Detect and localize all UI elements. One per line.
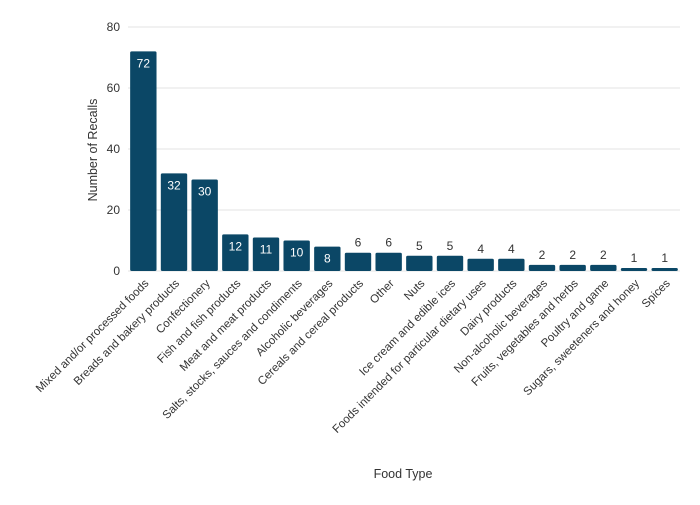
data-label: 5	[416, 239, 423, 253]
bar	[222, 234, 249, 271]
bar	[498, 258, 525, 271]
data-label: 6	[355, 236, 362, 250]
x-tick-label: Spices	[640, 277, 673, 310]
bar	[559, 264, 586, 271]
data-label: 8	[324, 252, 331, 266]
x-tick-label: Mixed and/or processed foods	[34, 277, 152, 395]
bar	[130, 51, 157, 272]
bar	[406, 255, 433, 271]
x-tick-label: Confectionery	[154, 277, 213, 336]
data-label: 2	[539, 248, 546, 262]
x-tick-label: Other	[368, 278, 397, 307]
data-label: 1	[631, 251, 638, 265]
bar	[436, 255, 464, 271]
bar	[191, 179, 218, 271]
x-axis-title: Food Type	[374, 467, 433, 481]
data-label: 4	[508, 242, 515, 256]
bar	[160, 173, 188, 271]
gridlines	[128, 26, 680, 272]
bar	[283, 240, 310, 271]
bar	[651, 267, 678, 271]
data-label: 72	[137, 56, 151, 70]
data-label: 10	[290, 246, 304, 260]
data-label: 30	[198, 185, 212, 199]
bar	[375, 252, 402, 271]
data-label: 12	[229, 239, 243, 253]
bar	[590, 264, 617, 271]
bar	[252, 237, 280, 271]
data-label: 6	[385, 236, 392, 250]
data-label: 11	[260, 242, 273, 256]
bar	[344, 252, 372, 271]
data-label: 2	[569, 248, 576, 262]
bar	[528, 264, 556, 271]
data-label: 2	[600, 248, 607, 262]
y-tick-label: 20	[107, 203, 121, 217]
data-label: 5	[447, 239, 454, 253]
y-axis-title: Number of Recalls	[86, 99, 100, 202]
y-tick-label: 40	[107, 142, 121, 156]
bar	[314, 246, 341, 271]
bar	[620, 267, 648, 271]
y-axis-ticks: 0 20 40 60 80	[107, 20, 121, 278]
bars	[130, 51, 678, 272]
data-label: 1	[661, 251, 668, 265]
x-tick-label: Nuts	[402, 277, 427, 302]
data-label: 4	[477, 242, 484, 256]
y-tick-label: 80	[107, 20, 121, 34]
bar	[467, 258, 494, 271]
y-tick-label: 60	[107, 81, 121, 95]
data-label: 32	[167, 178, 181, 192]
y-tick-label: 0	[113, 264, 120, 278]
